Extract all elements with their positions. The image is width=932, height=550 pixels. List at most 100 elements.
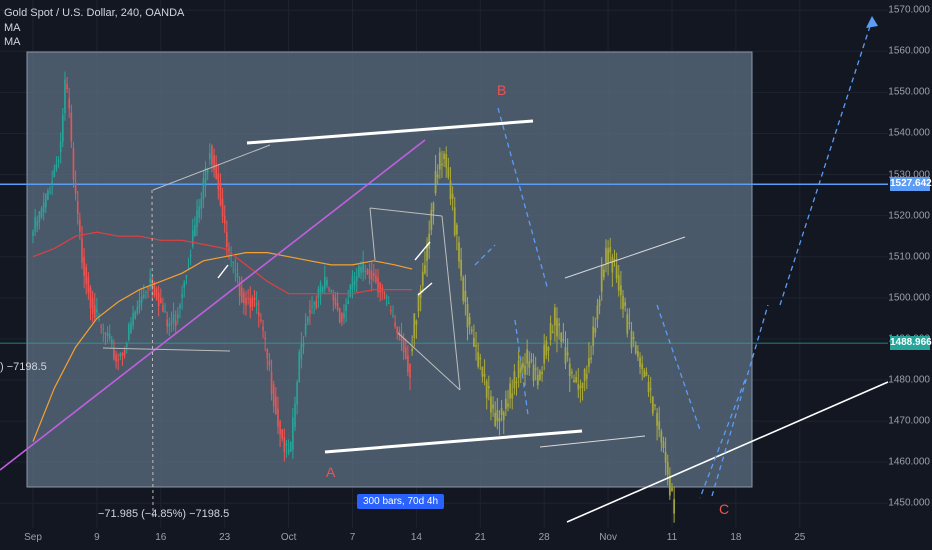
candle-body [217, 173, 220, 190]
projection-candle-body [417, 294, 420, 312]
projection-candle-body [600, 265, 603, 292]
candle-body [379, 282, 381, 293]
wave-label-c[interactable]: C [719, 501, 730, 517]
candle-body [298, 351, 301, 383]
projection-candle-body [509, 383, 512, 399]
projection-candle-body [477, 352, 480, 367]
candle-body [287, 449, 290, 454]
dashed-projection-arrow [779, 19, 873, 306]
candle-body [336, 302, 339, 310]
candle-body [238, 282, 241, 297]
projection-candle-body [609, 247, 612, 253]
candle-body [268, 360, 271, 366]
candle-body [236, 272, 239, 278]
candle-body [113, 349, 115, 360]
projection-candle-body [654, 404, 656, 407]
symbol-title[interactable]: Gold Spot / U.S. Dollar, 240, OANDA [4, 7, 185, 19]
candle-body [136, 306, 139, 314]
time-axis-label: 21 [474, 532, 486, 543]
candle-body [51, 182, 53, 185]
projection-candle-body [462, 277, 465, 302]
candle-body [409, 363, 411, 379]
candle-body [194, 225, 196, 237]
candle-body [160, 297, 162, 304]
time-axis-label: 18 [730, 532, 742, 543]
dashed-projection-arrow [474, 244, 496, 266]
candle-body [264, 337, 266, 340]
candle-body [157, 292, 160, 307]
projection-candle-body [547, 347, 550, 351]
indicator-ma-1-label[interactable]: MA [4, 22, 21, 34]
projection-candle-body [479, 357, 482, 360]
candle-body [404, 347, 407, 360]
projection-candle-body [502, 411, 505, 421]
projection-candle-body [543, 344, 546, 364]
candle-body [111, 339, 113, 345]
candle-body [351, 276, 354, 290]
price-axis-label: 1540.000 [888, 127, 930, 139]
arrow-head [866, 16, 878, 28]
candle-body [219, 182, 222, 205]
lower-channel-line [324, 429, 583, 454]
projection-candle-body [487, 386, 490, 389]
projection-candle-body [630, 330, 633, 349]
projection-candle-body [411, 348, 414, 352]
projection-candle-body [524, 365, 526, 375]
candle-body [262, 326, 264, 331]
candle-body [142, 294, 145, 298]
projection-candle-body [549, 323, 552, 340]
candle-body [83, 256, 85, 276]
dashed-projection-arrow [711, 304, 769, 497]
candle-body [375, 275, 377, 282]
time-axis-label: 11 [666, 532, 678, 543]
candle-body [181, 294, 183, 298]
candle-body [283, 437, 286, 452]
candle-body [200, 198, 203, 209]
time-axis-label: 23 [219, 532, 231, 543]
projection-candle-body [607, 248, 609, 264]
candle-body [243, 292, 245, 304]
projection-candle-body [485, 381, 488, 398]
candle-body [334, 297, 337, 306]
candle-body [343, 312, 345, 319]
candle-body [292, 417, 294, 450]
candle-body [260, 319, 262, 321]
candle-body [396, 326, 399, 334]
moving-average-slow-line [32, 231, 413, 295]
candle-body [198, 206, 200, 218]
projection-candle-body [419, 289, 422, 298]
candle-body [355, 276, 358, 282]
candle-body [326, 280, 328, 286]
indicator-ma-2-label[interactable]: MA [4, 36, 21, 48]
projection-candle-body [443, 153, 445, 160]
projection-candle-body [671, 487, 673, 491]
wave-label-a[interactable]: A [326, 464, 336, 480]
price-axis-label: 1550.000 [888, 86, 930, 98]
candle-body [368, 269, 371, 279]
projection-candle-body [573, 379, 575, 383]
magenta-trendline [0, 139, 426, 471]
pattern-base-line [102, 347, 231, 352]
price-axis-label: 1560.000 [888, 45, 930, 57]
projection-candle-body [645, 371, 648, 376]
resistance-line [564, 236, 686, 279]
candle-body [155, 287, 158, 300]
wave-label-b[interactable]: B [497, 82, 507, 98]
candle-body [213, 155, 215, 171]
candle-body [285, 443, 288, 446]
candle-body [108, 333, 111, 339]
projection-candle-body [617, 275, 620, 291]
candle-body [270, 371, 273, 394]
projection-candle-body [468, 317, 471, 325]
candle-body [49, 191, 51, 193]
horizontal-line-price-tag: 1527.642 [890, 177, 932, 192]
projection-candle-body [605, 247, 607, 263]
candle-body [125, 343, 128, 348]
projection-candle-body [668, 476, 671, 496]
projection-candle-body [528, 361, 531, 368]
candle-body [223, 215, 226, 224]
projection-candle-body [637, 351, 639, 357]
candle-body [364, 270, 367, 272]
